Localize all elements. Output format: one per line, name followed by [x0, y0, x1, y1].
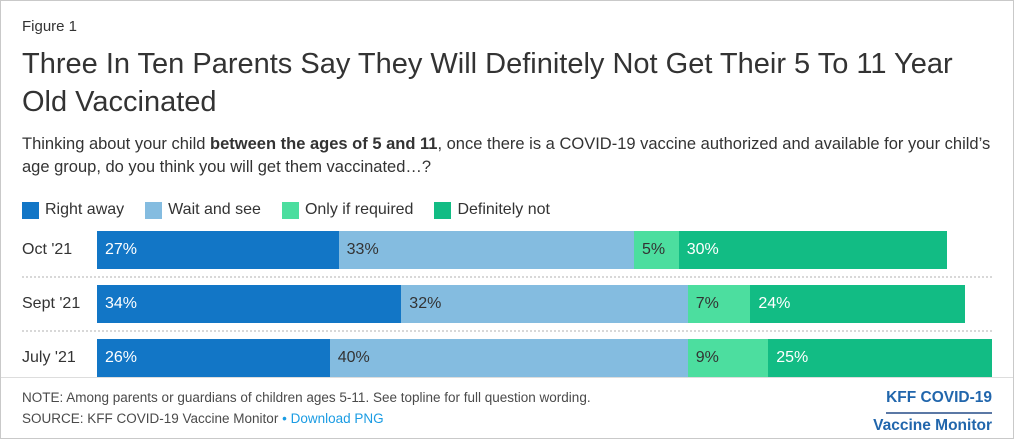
- figure-label: Figure 1: [22, 18, 78, 35]
- row-divider: [22, 330, 992, 333]
- footer: NOTE: Among parents or guardians of chil…: [1, 377, 1013, 438]
- stacked-bar-chart: Oct '21 27% 33% 5% 30% Sept '21 34% 32% 7% 24% Jul…: [22, 231, 992, 378]
- bar-segment: 9%: [687, 339, 769, 378]
- chart-legend: Right away Wait and see Only if required De…: [22, 201, 992, 219]
- kff-logo[interactable]: KFF COVID-19 Vaccine Monitor: [873, 388, 992, 435]
- bar-segment: 34%: [97, 285, 402, 324]
- bar-segment-label: 7%: [695, 295, 719, 313]
- legend-swatch-icon: [22, 201, 39, 219]
- chart-row: Oct '21 27% 33% 5% 30%: [22, 231, 992, 270]
- footer-notes: NOTE: Among parents or guardians of chil…: [22, 388, 591, 429]
- bar-segment: 26%: [97, 339, 330, 378]
- legend-label: Only if required: [304, 201, 414, 219]
- bar-segment-label: 33%: [346, 241, 379, 259]
- legend-swatch-icon: [281, 201, 299, 219]
- kff-logo-line1: KFF COVID-19: [886, 388, 992, 414]
- bar-segment: 40%: [329, 339, 688, 378]
- bar-segment-label: 30%: [686, 241, 719, 259]
- bar-track: 27% 33% 5% 30%: [97, 231, 992, 270]
- legend-item: Definitely not: [434, 201, 550, 219]
- bar-segment-label: 25%: [776, 349, 809, 367]
- bar-segment-label: 26%: [105, 349, 138, 367]
- bar-segment: 33%: [338, 231, 634, 270]
- legend-label: Wait and see: [168, 201, 261, 219]
- bar-segment-label: 27%: [105, 241, 138, 259]
- subtitle-pre: Thinking about your child: [22, 134, 211, 153]
- source-text: SOURCE: KFF COVID-19 Vaccine Monitor: [22, 410, 279, 426]
- chart-row: July '21 26% 40% 9% 25%: [22, 339, 992, 378]
- row-divider: [22, 276, 992, 279]
- legend-swatch-icon: [434, 201, 452, 219]
- bar-segment-label: 24%: [758, 295, 791, 313]
- legend-label: Right away: [45, 201, 125, 219]
- bar-track: 26% 40% 9% 25%: [97, 339, 992, 378]
- figure-content: Figure 1 Three In Ten Parents Say They W…: [1, 1, 1013, 378]
- bar-segment: 7%: [687, 285, 751, 324]
- row-label: July '21: [22, 349, 76, 367]
- download-png-link[interactable]: Download PNG: [290, 410, 384, 426]
- bar-segment-label: 5%: [641, 241, 666, 259]
- legend-item: Wait and see: [145, 201, 261, 219]
- bar-segment: 24%: [750, 285, 966, 324]
- subtitle-bold: between the ages of 5 and 11: [210, 134, 438, 153]
- bar-track: 34% 32% 7% 24%: [97, 285, 992, 324]
- legend-item: Only if required: [281, 201, 414, 219]
- source-line: SOURCE: KFF COVID-19 Vaccine Monitor • D…: [22, 409, 591, 429]
- legend-swatch-icon: [145, 201, 163, 219]
- bar-segment-label: 40%: [337, 349, 370, 367]
- bar-segment-label: 9%: [695, 349, 719, 367]
- bullet-separator: •: [282, 410, 287, 426]
- bar-segment: 30%: [678, 231, 948, 270]
- bar-segment-label: 32%: [409, 295, 442, 313]
- bar-segment: 25%: [768, 339, 992, 378]
- bar-segment: 32%: [401, 285, 688, 324]
- bar-segment: 5%: [633, 231, 679, 270]
- legend-label: Definitely not: [457, 201, 550, 219]
- page-title: Three In Ten Parents Say They Will Defin…: [22, 48, 953, 119]
- row-label: Oct '21: [22, 241, 73, 259]
- note-line: NOTE: Among parents or guardians of chil…: [22, 390, 591, 406]
- chart-row: Sept '21 34% 32% 7% 24%: [22, 285, 992, 324]
- bar-segment-label: 34%: [105, 295, 138, 313]
- chart-rows: Oct '21 27% 33% 5% 30% Sept '21 34% 32% 7% 24% Jul…: [22, 231, 992, 378]
- subtitle-post: , once there is a COVID-19 vaccine autho…: [22, 134, 991, 177]
- kff-logo-line2: Vaccine Monitor: [873, 416, 992, 434]
- legend-item: Right away: [22, 201, 124, 219]
- bar-segment: 27%: [97, 231, 339, 270]
- subtitle: Thinking about your child between the ag…: [22, 133, 992, 181]
- row-label: Sept '21: [22, 295, 81, 313]
